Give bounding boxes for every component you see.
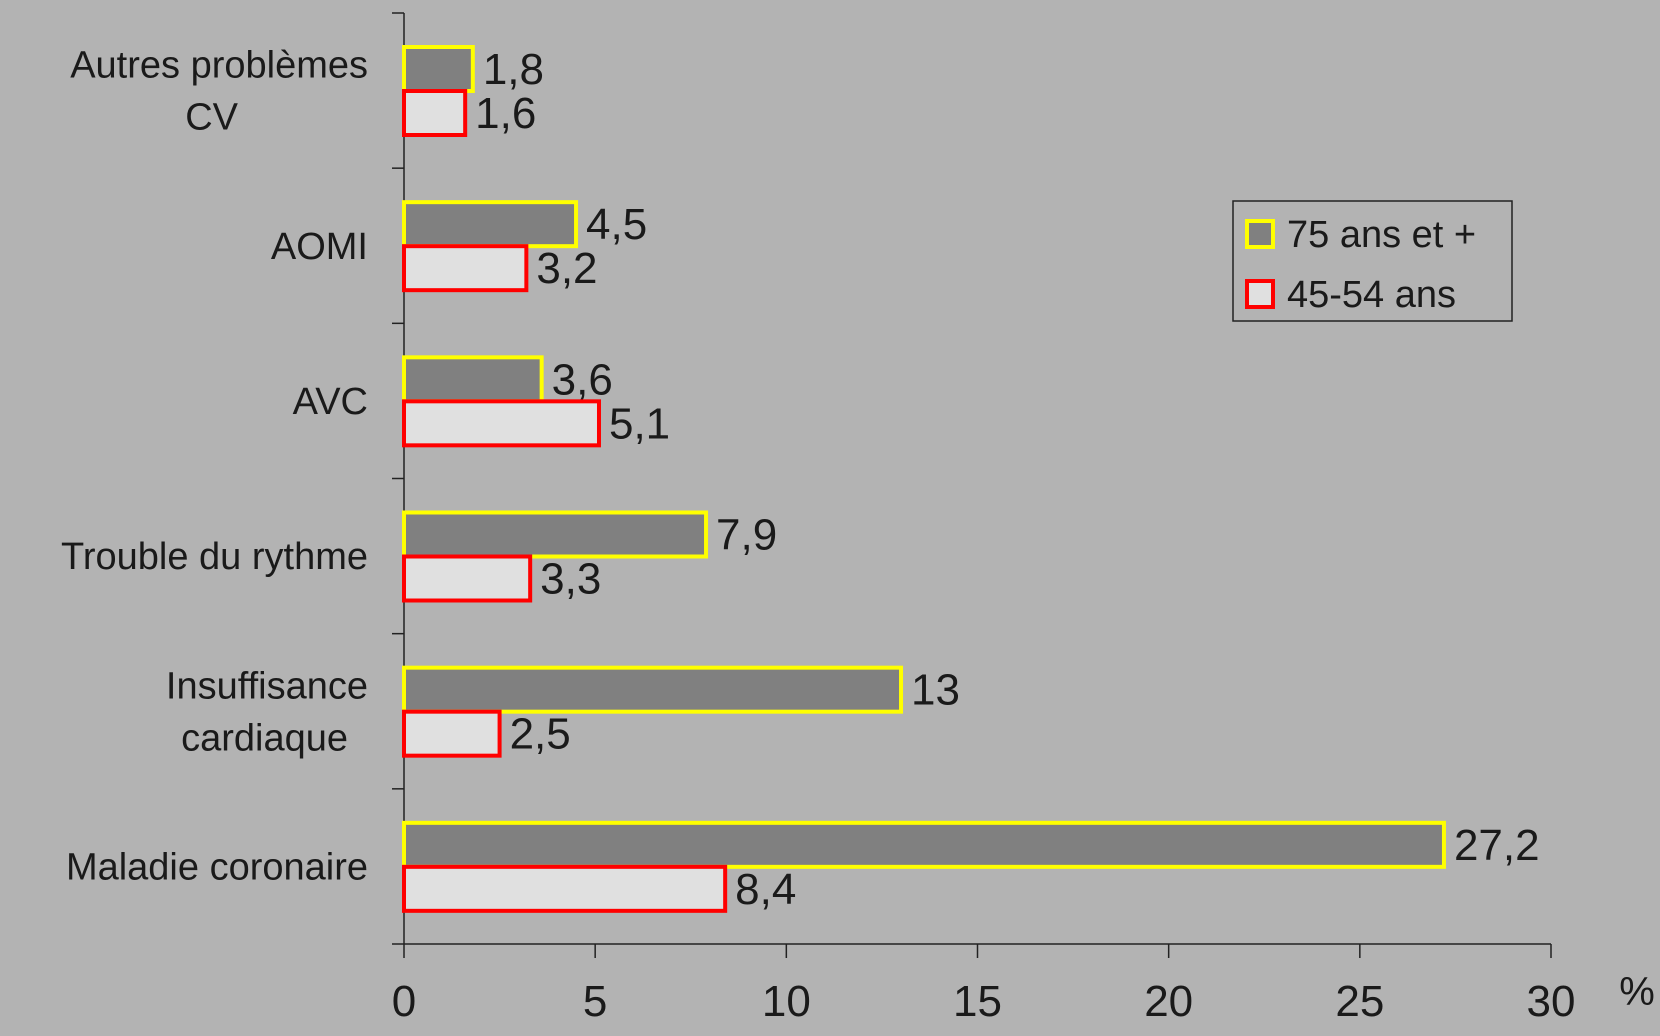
bar: [402, 709, 502, 758]
x-tick-label: 0: [392, 977, 416, 1026]
y-tick-label: AVC: [293, 381, 368, 423]
legend-label: 75 ans et +: [1287, 214, 1476, 256]
value-label: 2,5: [510, 710, 571, 759]
bar: [402, 665, 904, 714]
value-label: 1,8: [483, 45, 544, 94]
bar: [402, 355, 544, 404]
value-label: 3,2: [536, 244, 597, 293]
x-tick-label: 20: [1144, 977, 1193, 1026]
legend-swatch: [1245, 219, 1275, 249]
x-tick-label: 15: [953, 977, 1002, 1026]
value-label: 4,5: [586, 200, 647, 249]
value-label: 3,6: [552, 355, 613, 404]
bar: [402, 45, 475, 93]
bar: [402, 89, 468, 137]
x-tick-label: 30: [1527, 977, 1576, 1026]
y-tick-label: Autres problèmes CV: [70, 45, 368, 139]
x-tick-label: 25: [1335, 977, 1384, 1026]
value-label: 13: [911, 666, 960, 715]
value-label: 5,1: [609, 399, 670, 448]
legend-box: [1232, 200, 1513, 322]
value-label: 7,9: [716, 511, 777, 560]
value-label: 1,6: [475, 89, 536, 138]
x-axis-label: %: [1619, 970, 1655, 1014]
legend-label: 45-54 ans: [1287, 274, 1456, 316]
bar: [402, 554, 533, 603]
bar: [402, 200, 579, 249]
y-tick-label: Maladie coronaire: [66, 846, 368, 888]
legend-swatch: [1245, 279, 1275, 309]
y-tick-label: Insuffisance cardiaque: [166, 665, 368, 759]
x-tick-label: 5: [583, 977, 607, 1026]
value-label: 3,3: [540, 555, 601, 604]
value-label: 8,4: [735, 865, 796, 914]
bar: [402, 510, 709, 559]
bar: [402, 244, 529, 293]
value-label: 27,2: [1454, 821, 1540, 870]
x-tick-label: 10: [762, 977, 811, 1026]
bar: [402, 864, 728, 913]
bar: [402, 820, 1446, 869]
y-tick-label: AOMI: [271, 226, 368, 268]
bar: [402, 399, 601, 448]
y-tick-label: Trouble du rythme: [61, 536, 368, 578]
